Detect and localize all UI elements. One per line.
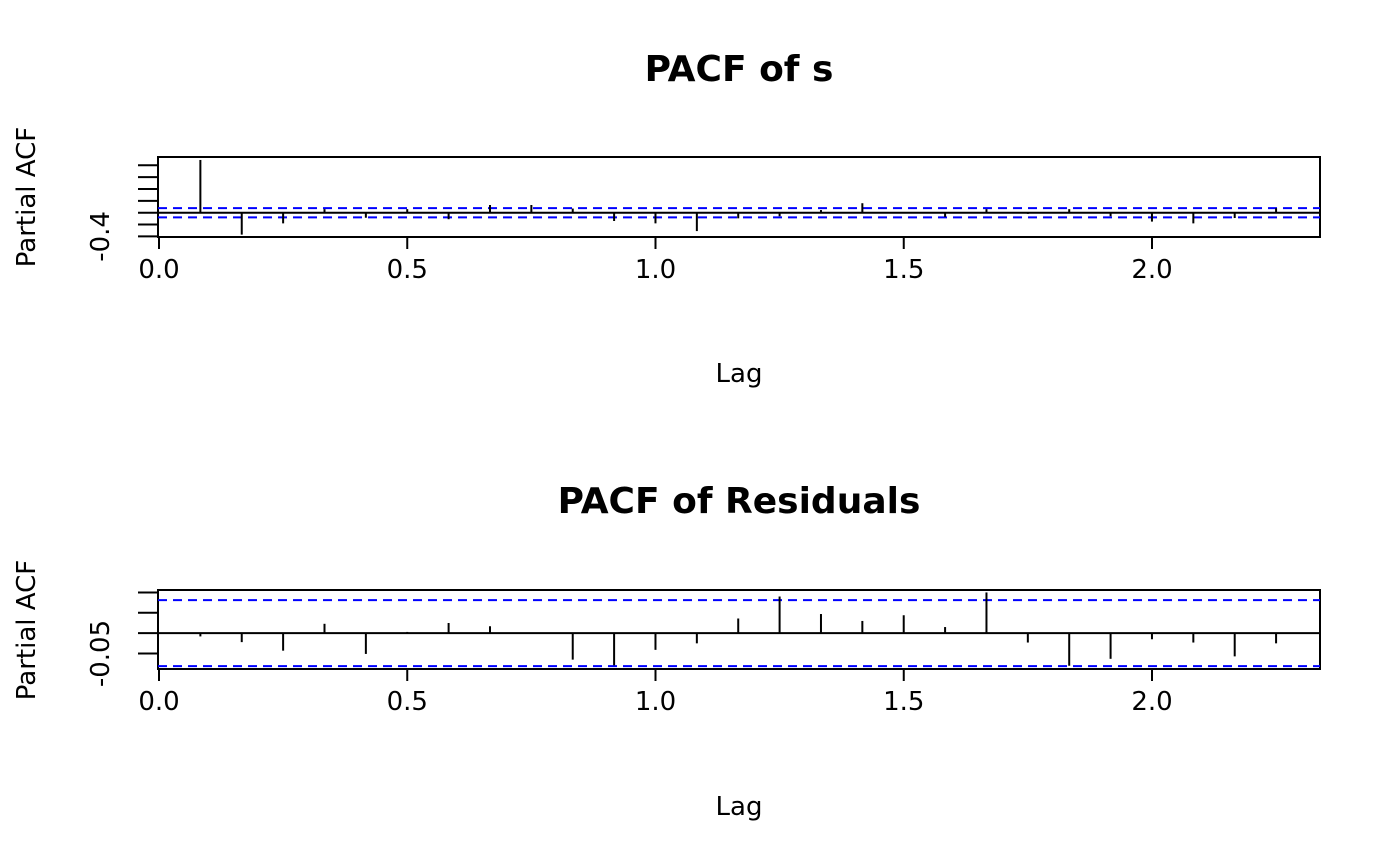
x-tick-label: 0.0: [138, 255, 179, 285]
x-tick-label: 1.0: [635, 255, 676, 285]
pacf-of-s-panel: PACF of s Lag Partial ACF 0.0 0.5 1.0 1.5 2.…: [12, 49, 1321, 389]
y-tick-label: -0.4: [86, 211, 116, 262]
x-tick-label: 0.0: [138, 687, 179, 717]
y-axis-label: Partial ACF: [12, 560, 42, 700]
x-tick-label: 2.0: [1131, 255, 1172, 285]
x-axis-label: Lag: [716, 792, 763, 822]
chart-title: PACF of s: [645, 49, 834, 90]
pacf-of-residuals-panel: PACF of Residuals Lag Partial ACF 0.0 0.5…: [12, 481, 1321, 822]
x-tick-label: 0.5: [387, 687, 428, 717]
chart-title: PACF of Residuals: [558, 481, 921, 522]
x-tick-label: 2.0: [1131, 687, 1172, 717]
x-tick-label: 1.5: [883, 687, 924, 717]
x-tick-label: 1.5: [883, 255, 924, 285]
x-axis-label: Lag: [716, 359, 763, 389]
x-tick-label: 1.0: [635, 687, 676, 717]
x-tick-label: 0.5: [387, 255, 428, 285]
plot-frame: [157, 589, 1321, 670]
y-axis-label: Partial ACF: [12, 127, 42, 267]
plot-frame: [157, 156, 1321, 238]
y-tick-label: -0.05: [86, 620, 116, 687]
